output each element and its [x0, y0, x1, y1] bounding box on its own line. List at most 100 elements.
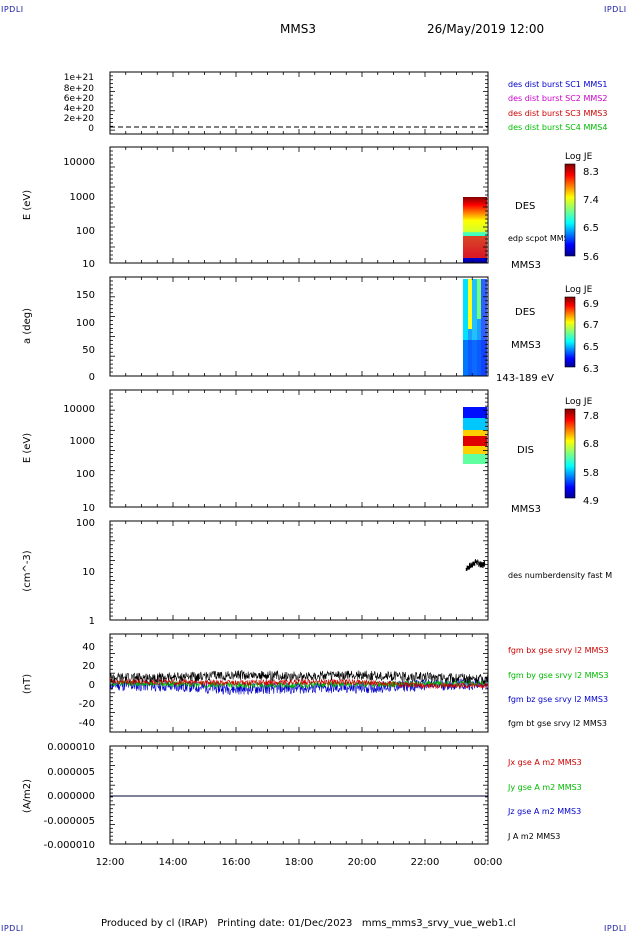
ytick-label: 1000 [70, 436, 95, 447]
xtick-label: 22:00 [411, 857, 440, 868]
colorbar-title: Log JE [565, 397, 593, 407]
des-pitch-band [481, 279, 487, 376]
des-pitch-species: DES [515, 307, 535, 318]
des-pitch-ylabel: a (deg) [22, 308, 33, 344]
corner-label-top-left: IPDLI [1, 5, 24, 14]
ytick-label: 100 [76, 318, 95, 329]
dis-energy-spacecraft: MMS3 [511, 504, 541, 515]
xtick-label: 12:00 [96, 857, 125, 868]
time-axis: 12:00 14:00 16:00 18:00 20:00 22:00 00:0… [96, 857, 503, 868]
ytick-label: 0 [89, 680, 95, 691]
xtick-label: 14:00 [159, 857, 188, 868]
colorbar-tick: 8.3 [583, 167, 599, 178]
bfield-line-1 [110, 679, 489, 689]
ytick-label: 1 [89, 616, 95, 627]
ytick-label: 0.000005 [47, 767, 95, 778]
density-line [465, 558, 486, 571]
des-energy-ylabel: E (eV) [22, 190, 33, 220]
des-pitch-band [472, 279, 477, 376]
density-series [465, 558, 486, 571]
panel-des-pitch: 150 100 50 0 a (deg) DES MMS3 143-189 eV… [22, 276, 599, 384]
ytick-label: 100 [76, 226, 95, 237]
colorbar-tick: 6.9 [583, 299, 599, 310]
colorbar-tick: 4.9 [583, 496, 599, 507]
colorbar-des-pitch [564, 296, 576, 368]
ytick-label: 8e+20 [64, 84, 95, 94]
des-pitch-spectrogram [463, 279, 487, 376]
legend-bz: fgm bz gse srvy l2 MMS3 [508, 695, 608, 704]
ytick-label: 10 [82, 503, 95, 514]
xtick-label: 18:00 [285, 857, 314, 868]
corner-label-bottom-left: IPDLI [1, 924, 24, 933]
panel-burst-frame [109, 71, 489, 135]
dis-energy-spectrogram [463, 407, 487, 464]
des-pitch-band [477, 279, 481, 319]
legend-jx: Jx gse A m2 MMS3 [507, 758, 582, 767]
colorbar-tick: 6.5 [583, 223, 599, 234]
ytick-label: 40 [82, 642, 95, 653]
dis-species-label: DIS [517, 445, 534, 456]
ytick-label: 100 [76, 469, 95, 480]
corner-label-top-right: IPDLI [604, 5, 627, 14]
tick-marks [109, 71, 489, 845]
legend-by: fgm by gse srvy l2 MMS3 [508, 671, 609, 680]
dis-energy-band [463, 454, 487, 464]
colorbar-tick: 5.8 [583, 468, 599, 479]
corner-label-bottom-right: IPDLI [604, 924, 627, 933]
ytick-label: 6e+20 [64, 94, 95, 104]
date-time-title: 26/May/2019 12:00 [427, 22, 545, 36]
panel-dis-energy-frame [109, 389, 489, 508]
colorbar-tick: 6.7 [583, 320, 599, 331]
spacecraft-title: MMS3 [280, 22, 316, 36]
des-energy-peak [463, 236, 487, 258]
panel-dis-energy: 10000 1000 100 10 E (eV) DIS MMS3 Log JE… [22, 389, 599, 515]
ytick-label: -40 [79, 718, 95, 729]
bfield-ylabel: (nT) [22, 674, 33, 694]
panel-density-frame [109, 520, 489, 621]
density-ylabel: (cm^-3) [22, 550, 33, 591]
colorbar-dis-energy [564, 408, 576, 499]
ytick-label: 1e+21 [64, 73, 94, 83]
ytick-label: -20 [79, 699, 95, 710]
ytick-label: 10 [82, 259, 95, 270]
scpot-label: edp scpot MMS3 [508, 234, 574, 243]
des-pitch-energy-range: 143-189 eV [496, 373, 554, 384]
des-energy-spacecraft: MMS3 [511, 260, 541, 271]
panel-des-energy: 10000 1000 100 10 E (eV) DES edp scpot M… [22, 146, 599, 271]
panel-current-frame [109, 745, 489, 845]
bfield-line-0 [109, 678, 489, 690]
ytick-label: 10000 [63, 404, 95, 415]
des-pitch-band [463, 340, 487, 376]
dis-energy-peak [463, 436, 487, 446]
legend-burst-sc1: des dist burst SC1 MMS1 [508, 80, 607, 89]
colorbar-tick: 7.4 [583, 195, 599, 206]
legend-jz: Jz gse A m2 MMS3 [507, 807, 581, 816]
legend-bx: fgm bx gse srvy l2 MMS3 [508, 646, 609, 655]
ytick-label: 0.000000 [47, 791, 95, 802]
des-pitch-spacecraft: MMS3 [511, 340, 541, 351]
ytick-label: 10000 [63, 157, 95, 168]
legend-burst-sc4: des dist burst SC4 MMS4 [508, 123, 607, 132]
colorbar-tick: 6.8 [583, 439, 599, 450]
dis-energy-ylabel: E (eV) [22, 433, 33, 463]
xtick-label: 00:00 [474, 857, 503, 868]
ytick-label: 4e+20 [64, 104, 95, 114]
ytick-label: -0.000005 [44, 816, 95, 827]
ytick-label: 10 [82, 567, 95, 578]
legend-burst-sc3: des dist burst SC3 MMS3 [508, 109, 607, 118]
des-energy-mid [463, 222, 487, 232]
ytick-label: 1000 [70, 192, 95, 203]
ytick-label: 0.000010 [47, 742, 95, 753]
xtick-label: 16:00 [222, 857, 251, 868]
colorbar-title: Log JE [565, 285, 593, 295]
colorbar-tick: 5.6 [583, 252, 599, 263]
ytick-label: 0 [88, 124, 94, 134]
xtick-label: 20:00 [348, 857, 377, 868]
current-ylabel: (A/m2) [22, 779, 33, 813]
bfield-series [109, 669, 489, 696]
legend-jy: Jy gse A m2 MMS3 [507, 783, 582, 792]
legend-density: des numberdensity fast M [508, 571, 612, 580]
legend-j: J A m2 MMS3 [507, 832, 560, 841]
ytick-label: 2e+20 [64, 114, 95, 124]
legend-burst-sc2: des dist burst SC2 MMS2 [508, 94, 607, 103]
